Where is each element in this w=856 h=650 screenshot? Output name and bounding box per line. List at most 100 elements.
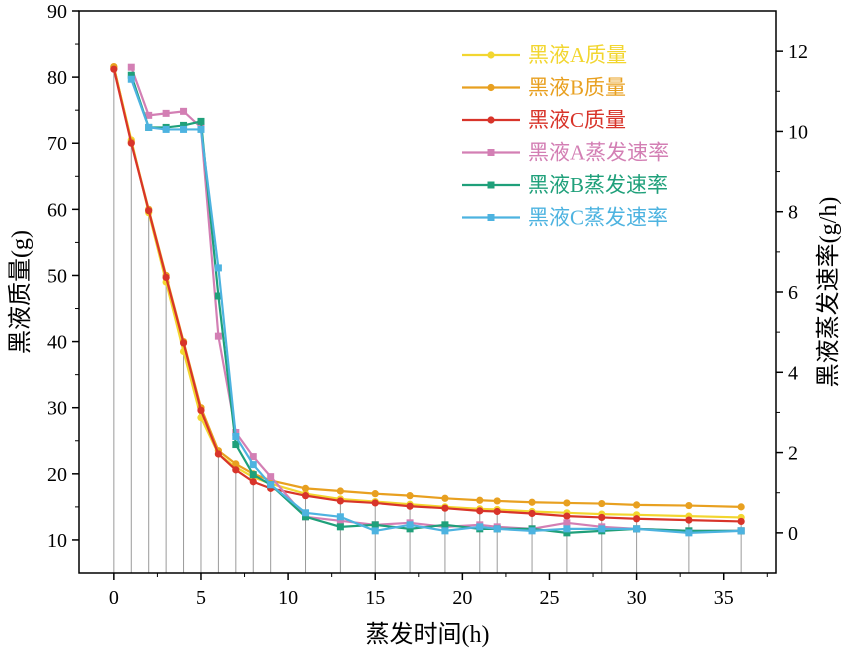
x-axis-title: 蒸发时间(h)	[366, 621, 490, 648]
legend-item: 黑液B蒸发速率	[462, 173, 668, 197]
data-point	[336, 513, 344, 521]
data-point	[563, 499, 571, 507]
data-point	[685, 516, 693, 524]
legend-swatch-marker	[487, 149, 495, 156]
data-point	[406, 525, 414, 533]
legend-item: 黑液A质量	[462, 43, 627, 67]
legend-label: 黑液B蒸发速率	[528, 173, 668, 197]
series-line	[112, 66, 742, 508]
y-tick-label: 40	[47, 332, 67, 354]
y-tick-label: 20	[47, 464, 67, 486]
data-point	[197, 406, 205, 414]
data-point	[145, 207, 153, 215]
series-layer	[110, 62, 745, 537]
y-axis-title: 黑液质量(g)	[7, 230, 34, 354]
series-1	[110, 63, 745, 522]
data-point	[232, 441, 240, 449]
x-tick-label: 0	[109, 587, 119, 609]
x-tick-label: 30	[627, 587, 647, 609]
data-point	[406, 502, 414, 510]
series-2	[110, 62, 745, 511]
legend-item: 黑液B质量	[462, 76, 626, 100]
data-point	[249, 453, 257, 461]
legend-item: 黑液C质量	[462, 108, 626, 132]
legend-label: 黑液A蒸发速率	[528, 141, 669, 165]
series-3	[110, 65, 745, 526]
data-point	[301, 492, 310, 500]
series-line	[130, 66, 742, 532]
data-point	[267, 473, 275, 481]
ticks: 0 5 10 15 20 25 30 35 10 20 30 40 50 60 70 80 90 0 2 4 6 8 10 1…	[47, 1, 808, 609]
legend-label: 黑液C质量	[528, 108, 626, 132]
data-point	[441, 521, 449, 529]
data-point	[301, 484, 310, 492]
data-point	[336, 523, 344, 531]
legend-swatch-marker	[487, 51, 495, 59]
data-point	[180, 121, 188, 129]
data-point	[441, 494, 449, 502]
data-point	[371, 499, 379, 507]
legend-swatch-marker	[487, 214, 495, 221]
data-point	[371, 490, 379, 498]
series-line	[130, 78, 742, 534]
data-point	[441, 504, 449, 512]
data-point	[633, 501, 641, 509]
y2-tick-label: 4	[788, 362, 798, 384]
legend-label: 黑液C蒸发速率	[528, 206, 668, 230]
data-point	[528, 509, 536, 518]
data-point	[145, 123, 153, 131]
x-tick-label: 20	[452, 587, 472, 609]
y2-tick-label: 6	[788, 282, 798, 304]
y-tick-label: 60	[47, 199, 67, 221]
x-tick-label: 25	[539, 587, 559, 609]
data-point	[493, 525, 501, 533]
series-line	[130, 74, 742, 534]
data-point	[371, 521, 379, 529]
data-point	[302, 513, 310, 521]
data-point	[406, 492, 414, 500]
data-point	[371, 527, 379, 535]
data-point	[127, 139, 135, 147]
data-point	[162, 109, 170, 117]
y2-tick-label: 0	[788, 523, 798, 545]
data-point	[249, 478, 257, 486]
data-point	[180, 107, 188, 115]
data-point	[110, 65, 118, 73]
data-point	[127, 75, 135, 83]
series-line	[112, 68, 742, 523]
legend-item: 黑液C蒸发速率	[462, 206, 668, 230]
legend-label: 黑液B质量	[528, 76, 626, 100]
data-point	[162, 125, 170, 133]
data-point	[598, 525, 606, 533]
y2-tick-label: 2	[788, 443, 798, 465]
data-point	[737, 517, 745, 526]
y2-tick-label: 10	[788, 121, 808, 143]
data-point	[336, 497, 344, 505]
data-point	[493, 507, 501, 516]
data-point	[214, 264, 222, 272]
data-point	[563, 519, 571, 527]
data-point	[528, 527, 536, 535]
series-6	[127, 75, 745, 537]
data-point	[127, 71, 135, 79]
x-tick-label: 10	[278, 587, 298, 609]
y-tick-label: 70	[47, 133, 67, 155]
y-tick-label: 10	[47, 530, 67, 552]
data-point	[127, 63, 135, 71]
data-point	[197, 117, 205, 125]
data-point	[162, 273, 170, 282]
data-point	[179, 339, 188, 347]
data-point	[528, 498, 536, 506]
y-tick-label: 50	[47, 265, 67, 287]
y2-tick-label: 12	[788, 41, 808, 63]
data-point	[302, 509, 310, 517]
data-point	[336, 517, 344, 525]
y-tick-label: 80	[47, 67, 67, 89]
data-point	[737, 527, 745, 535]
data-point	[685, 501, 693, 510]
y2-axis-title: 黑液蒸发速率(g/h)	[815, 197, 842, 388]
y-tick-label: 90	[47, 1, 67, 23]
data-point	[214, 292, 222, 300]
